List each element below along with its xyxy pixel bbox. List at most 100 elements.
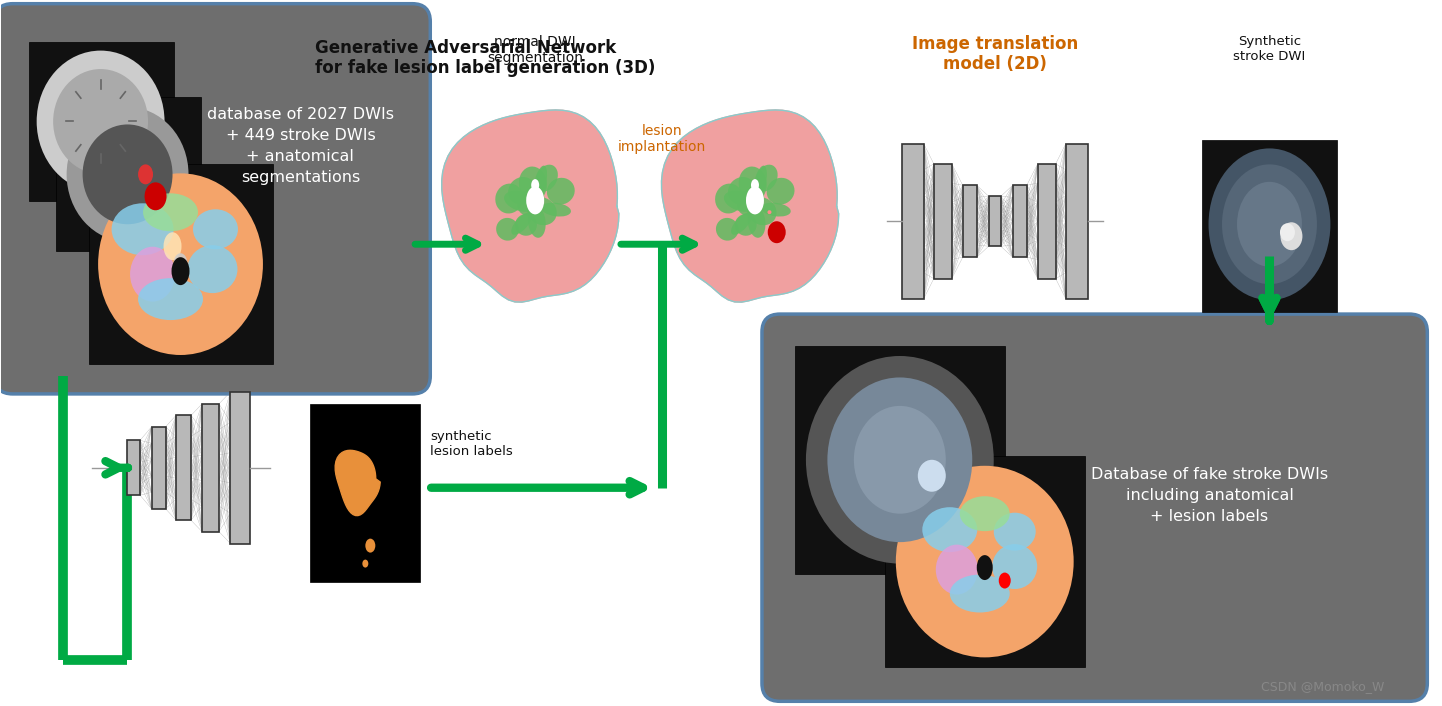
FancyBboxPatch shape — [151, 427, 166, 509]
Ellipse shape — [532, 166, 547, 207]
Text: Synthetic
stroke DWI: Synthetic stroke DWI — [1233, 35, 1305, 63]
FancyBboxPatch shape — [989, 196, 1001, 246]
Ellipse shape — [172, 257, 189, 285]
Ellipse shape — [976, 555, 992, 580]
Ellipse shape — [737, 188, 764, 215]
Ellipse shape — [531, 179, 539, 191]
FancyBboxPatch shape — [29, 42, 173, 201]
Ellipse shape — [173, 253, 187, 275]
Ellipse shape — [365, 539, 375, 553]
FancyBboxPatch shape — [0, 4, 430, 394]
FancyBboxPatch shape — [56, 97, 200, 251]
Ellipse shape — [66, 107, 189, 241]
Ellipse shape — [746, 186, 764, 215]
FancyBboxPatch shape — [761, 314, 1428, 701]
FancyBboxPatch shape — [202, 404, 219, 532]
Ellipse shape — [747, 197, 777, 225]
Ellipse shape — [362, 560, 368, 568]
Text: lesion
implantation: lesion implantation — [619, 124, 707, 155]
Ellipse shape — [541, 203, 571, 217]
Ellipse shape — [724, 191, 757, 212]
Ellipse shape — [767, 178, 795, 205]
Ellipse shape — [960, 496, 1009, 531]
Ellipse shape — [130, 246, 174, 301]
Ellipse shape — [138, 278, 203, 320]
Ellipse shape — [715, 184, 743, 213]
Ellipse shape — [992, 544, 1037, 589]
Ellipse shape — [731, 213, 751, 235]
Text: synthetic
lesion labels: synthetic lesion labels — [430, 430, 513, 457]
Ellipse shape — [828, 378, 972, 542]
FancyBboxPatch shape — [885, 456, 1084, 667]
FancyBboxPatch shape — [231, 392, 251, 544]
FancyBboxPatch shape — [901, 144, 924, 299]
Ellipse shape — [536, 164, 558, 191]
Ellipse shape — [748, 206, 766, 238]
Ellipse shape — [1208, 148, 1331, 300]
Ellipse shape — [1280, 223, 1295, 241]
Ellipse shape — [999, 573, 1011, 589]
Ellipse shape — [854, 406, 946, 514]
FancyBboxPatch shape — [1012, 186, 1027, 257]
FancyBboxPatch shape — [1066, 144, 1087, 299]
Ellipse shape — [518, 188, 545, 215]
Ellipse shape — [528, 206, 545, 238]
Ellipse shape — [508, 177, 535, 205]
Ellipse shape — [187, 245, 238, 293]
Ellipse shape — [751, 179, 758, 191]
Ellipse shape — [111, 203, 173, 255]
Ellipse shape — [505, 191, 538, 212]
Ellipse shape — [756, 164, 777, 191]
Ellipse shape — [515, 214, 536, 236]
Ellipse shape — [767, 210, 771, 214]
Ellipse shape — [496, 218, 519, 241]
Ellipse shape — [806, 356, 994, 563]
FancyBboxPatch shape — [795, 346, 1005, 573]
Text: Database of fake stroke DWIs
including anatomical
+ lesion labels: Database of fake stroke DWIs including a… — [1092, 467, 1328, 525]
Ellipse shape — [994, 513, 1035, 551]
FancyBboxPatch shape — [963, 186, 976, 257]
Ellipse shape — [193, 209, 238, 249]
Text: Generative Adversarial Network
for fake lesion label generation (3D): Generative Adversarial Network for fake … — [316, 39, 656, 78]
Polygon shape — [335, 450, 381, 515]
Ellipse shape — [163, 232, 182, 261]
Ellipse shape — [144, 182, 166, 210]
Ellipse shape — [728, 177, 756, 205]
Ellipse shape — [143, 193, 198, 232]
Ellipse shape — [528, 197, 557, 225]
Ellipse shape — [519, 167, 547, 201]
Polygon shape — [662, 110, 839, 302]
Ellipse shape — [751, 166, 767, 207]
FancyBboxPatch shape — [88, 164, 274, 364]
Ellipse shape — [735, 214, 757, 236]
FancyBboxPatch shape — [176, 415, 190, 520]
Ellipse shape — [923, 507, 978, 552]
Ellipse shape — [761, 203, 790, 217]
Ellipse shape — [138, 164, 153, 184]
Ellipse shape — [738, 167, 767, 201]
Text: database of 2027 DWIs
+ 449 stroke DWIs
+ anatomical
segmentations: database of 2027 DWIs + 449 stroke DWIs … — [206, 107, 394, 186]
Ellipse shape — [895, 466, 1074, 657]
Ellipse shape — [1237, 182, 1302, 267]
Ellipse shape — [36, 51, 164, 192]
Ellipse shape — [98, 174, 262, 355]
Text: normal DWI
segmentation: normal DWI segmentation — [487, 35, 583, 65]
FancyBboxPatch shape — [127, 441, 140, 495]
Ellipse shape — [512, 213, 532, 235]
Ellipse shape — [82, 124, 173, 225]
Text: Image translation
model (2D): Image translation model (2D) — [911, 35, 1077, 73]
Ellipse shape — [1221, 164, 1317, 284]
FancyBboxPatch shape — [934, 164, 952, 279]
FancyBboxPatch shape — [1201, 140, 1337, 312]
Ellipse shape — [526, 186, 544, 215]
FancyBboxPatch shape — [310, 404, 420, 582]
FancyBboxPatch shape — [1038, 164, 1056, 279]
Polygon shape — [441, 110, 619, 302]
Ellipse shape — [936, 544, 978, 594]
Text: CSDN @Momoko_W: CSDN @Momoko_W — [1260, 681, 1384, 693]
Ellipse shape — [53, 69, 149, 174]
Ellipse shape — [767, 221, 786, 243]
Ellipse shape — [495, 184, 523, 213]
Ellipse shape — [715, 218, 738, 241]
Ellipse shape — [950, 575, 1009, 613]
